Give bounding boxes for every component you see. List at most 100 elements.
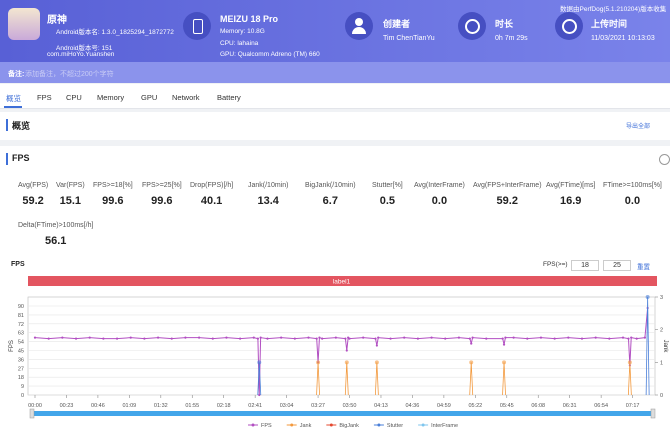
upload-value: 11/03/2021 10:13:03 xyxy=(591,35,655,42)
y-tick-label: 18 xyxy=(18,375,24,381)
y-tick-label: 54 xyxy=(18,340,24,346)
stat-label: Avg(FTime)[ms] xyxy=(546,182,596,189)
fps-point xyxy=(526,337,529,340)
stat: FPS>=25[%] 99.6 xyxy=(142,182,182,207)
spike-point xyxy=(316,360,321,365)
fps-point xyxy=(403,336,406,339)
fps-point xyxy=(627,337,630,340)
fps-filter-input[interactable]: 18 xyxy=(571,260,599,271)
fps-point xyxy=(608,337,611,340)
fps-point xyxy=(430,336,433,339)
fps-point xyxy=(293,337,296,340)
reset-button[interactable]: 重置 xyxy=(637,264,650,271)
tab[interactable]: CPU xyxy=(66,93,82,102)
tab-bar xyxy=(0,84,670,109)
section-marker xyxy=(6,153,8,165)
fps-filter-input[interactable]: 25 xyxy=(603,260,631,271)
creator-value: Tim ChenTianYu xyxy=(383,35,435,42)
tab[interactable]: Memory xyxy=(97,93,125,102)
legend-swatch-dot xyxy=(290,423,294,427)
legend-label[interactable]: BigJank xyxy=(339,423,359,429)
stat: Drop(FPS)[/h] 40.1 xyxy=(190,182,233,207)
fps-point xyxy=(129,336,132,339)
tab[interactable]: 概览 xyxy=(6,94,21,103)
x-tick-label: 05:45 xyxy=(500,403,514,409)
tab[interactable]: Network xyxy=(172,93,200,102)
fps-point xyxy=(630,336,633,339)
creator-label: 创建者 xyxy=(383,19,411,29)
stat-value: 99.6 xyxy=(102,195,124,207)
fps-point xyxy=(345,349,348,352)
y-tick-label: 9 xyxy=(21,384,24,390)
x-tick-label: 04:59 xyxy=(437,403,451,409)
stat: Jank(/10min) 13.4 xyxy=(248,182,288,207)
stat-label: Jank(/10min) xyxy=(248,182,289,189)
stat-label: Avg(InterFrame) xyxy=(414,182,465,189)
zoom-handle[interactable] xyxy=(650,408,656,419)
fps-point xyxy=(156,336,160,339)
stat-value: 16.9 xyxy=(559,195,582,207)
stat-value: 0.0 xyxy=(624,195,641,207)
spike-point xyxy=(502,360,507,365)
stat: Stutter[%] 0.5 xyxy=(372,182,403,207)
app-icon xyxy=(8,8,40,40)
fps-point xyxy=(362,336,365,339)
stat-label: Stutter[%] xyxy=(372,182,403,189)
fps-point xyxy=(321,337,324,340)
legend-swatch-dot xyxy=(251,423,255,427)
spike-point xyxy=(645,295,650,299)
stat-value: 15.1 xyxy=(59,195,82,207)
app-package: com.miHoYo.Yuanshen xyxy=(47,51,115,58)
y2-tick-label: 3 xyxy=(660,295,663,301)
fps-point xyxy=(74,337,78,340)
fps-point xyxy=(143,337,146,340)
fps-point xyxy=(468,337,471,340)
legend-label[interactable]: FPS xyxy=(261,423,272,429)
fps-point xyxy=(225,336,228,339)
note-label: 备注: xyxy=(8,71,25,78)
x-tick-label: 06:08 xyxy=(531,403,545,409)
y-tick-label: 0 xyxy=(21,393,24,399)
spike-point xyxy=(257,360,262,365)
collapse-button[interactable] xyxy=(659,154,670,165)
duration-label: 时长 xyxy=(495,19,514,29)
app-name: 原神 xyxy=(47,15,67,26)
chart-title: FPS xyxy=(11,261,25,268)
x-tick-label: 03:27 xyxy=(311,403,325,409)
fps-point xyxy=(416,337,419,340)
fps-point xyxy=(635,337,638,340)
section-marker xyxy=(6,119,8,131)
stat-value: 40.1 xyxy=(200,195,223,207)
x-tick-label: 04:13 xyxy=(374,403,388,409)
y-tick-label: 27 xyxy=(18,366,24,372)
tab[interactable]: Battery xyxy=(217,93,241,102)
note-input[interactable]: 添加备注，不超过200个字符 xyxy=(25,71,114,78)
stat-label: BigJank(/10min) xyxy=(305,182,356,189)
legend-label[interactable]: Stutter xyxy=(387,423,403,429)
x-tick-label: 04:36 xyxy=(406,403,420,409)
legend-label[interactable]: InterFrame xyxy=(431,423,458,429)
stat: Avg(FTime)[ms] 16.9 xyxy=(546,182,595,207)
legend-swatch-dot xyxy=(421,423,425,427)
zoom-handle[interactable] xyxy=(29,408,35,419)
x-tick-label: 03:50 xyxy=(343,403,357,409)
fps-point xyxy=(239,337,242,340)
fps-point xyxy=(115,337,119,340)
x-tick-label: 02:41 xyxy=(248,403,262,409)
fps-point xyxy=(88,336,91,339)
tab[interactable]: FPS xyxy=(37,93,52,102)
spike-point xyxy=(627,360,632,365)
y2-tick-label: 2 xyxy=(660,328,663,334)
fps-point xyxy=(485,337,488,340)
fps-point xyxy=(344,337,347,340)
stat-value: 0.5 xyxy=(379,195,396,207)
label-bar xyxy=(28,276,657,286)
fps-point xyxy=(594,336,597,339)
export-all[interactable]: 导出全部 xyxy=(626,124,651,130)
fps-point xyxy=(621,336,625,339)
legend-label[interactable]: Jank xyxy=(300,423,312,429)
tab[interactable]: GPU xyxy=(141,93,158,102)
overview-title: 概览 xyxy=(12,121,31,131)
fps-point xyxy=(47,337,50,340)
